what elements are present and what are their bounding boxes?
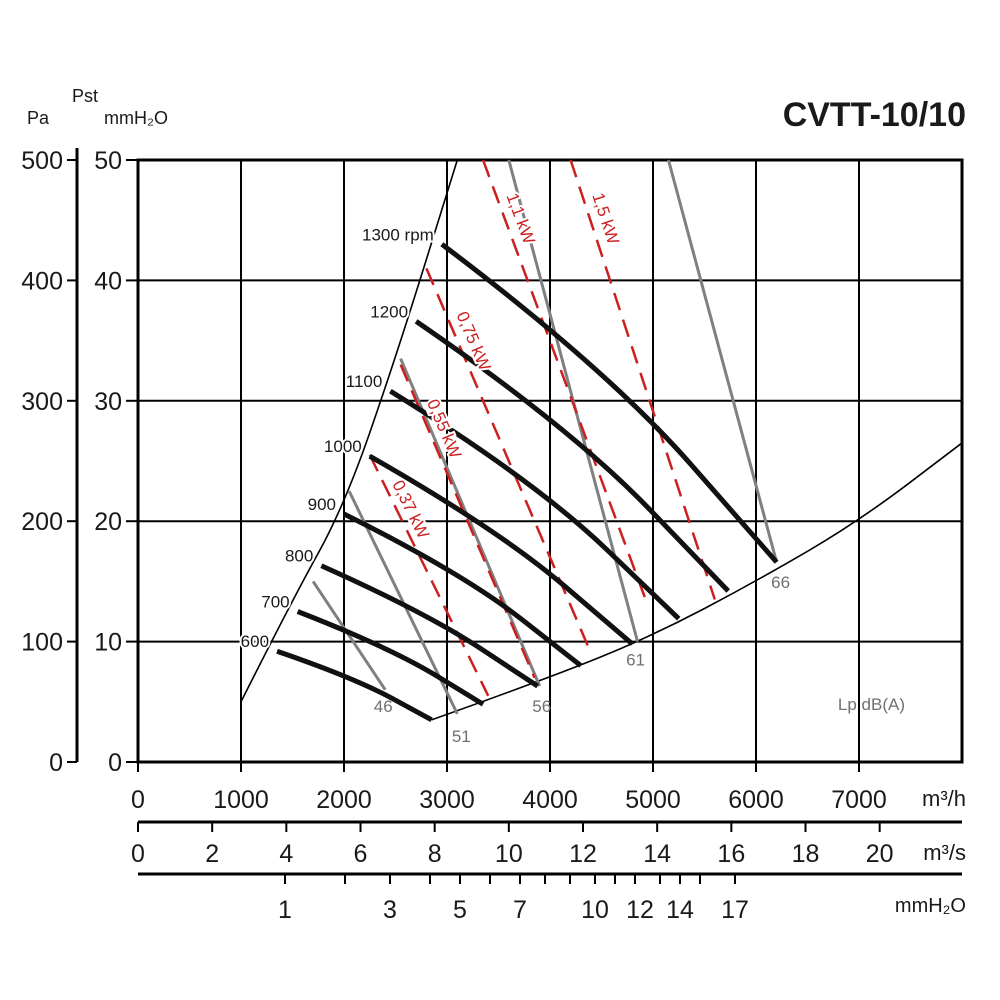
speed-label: 1100 xyxy=(346,372,383,391)
x-m3s-tick-label: 2 xyxy=(205,840,219,868)
x-mmh2o-tick-label: 12 xyxy=(626,896,654,924)
x-m3s-tick-label: 18 xyxy=(792,840,820,868)
power-label: 0,75 kW xyxy=(452,309,494,374)
x-m3s-tick-label: 14 xyxy=(643,840,671,868)
y-mm-tick-label: 30 xyxy=(94,388,122,416)
x-mmh2o-tick-label: 17 xyxy=(721,896,749,924)
x-m3h-tick-label: 6000 xyxy=(728,786,784,814)
speed-curve xyxy=(389,389,681,621)
speed-label: 900 xyxy=(308,495,336,514)
speed-label: 1200 xyxy=(370,302,408,321)
y-pa-tick-label: 500 xyxy=(21,147,63,175)
x-m3h-tick-label: 0 xyxy=(131,786,145,814)
y-pa-tick-label: 0 xyxy=(49,749,63,777)
speed-curve xyxy=(276,648,433,723)
power-label: 1,5 kW xyxy=(588,190,623,246)
boundary-bottom-curve xyxy=(431,442,963,721)
noise-label: 51 xyxy=(452,727,471,746)
x-mmh2o-tick-label: 3 xyxy=(383,896,397,924)
x-m3s-tick-label: 8 xyxy=(428,840,442,868)
x-m3s-tick-label: 16 xyxy=(717,840,745,868)
x-mmh2o-tick-label: 1 xyxy=(278,896,292,924)
y-mm-tick-label: 20 xyxy=(94,508,122,536)
noise-label: 46 xyxy=(374,697,393,716)
speed-curve xyxy=(440,242,779,564)
grid xyxy=(136,158,964,764)
x-mmh2o-tick-label: 5 xyxy=(453,896,467,924)
x-mmh2o-tick-label: 14 xyxy=(666,896,694,924)
x-m3h-tick-label: 7000 xyxy=(831,786,887,814)
noise-unit-label: Lp dB(A) xyxy=(838,695,905,714)
x-m3h-tick-label: 1000 xyxy=(213,786,269,814)
speed-label: 600 xyxy=(241,632,269,651)
power-line xyxy=(368,454,490,697)
x-m3s-tick-label: 10 xyxy=(495,840,523,868)
boundary-left-curve xyxy=(240,159,459,703)
power-line xyxy=(425,267,593,655)
chart-title: CVTT-10/10 xyxy=(782,96,966,134)
y-axis-mmh2o-label: mmH₂O xyxy=(104,108,168,128)
speed-label: 800 xyxy=(285,547,313,566)
power-line xyxy=(481,159,650,606)
noise-line-66 xyxy=(667,159,779,563)
y-pa-tick-label: 200 xyxy=(21,508,63,536)
y-mm-tick-label: 0 xyxy=(108,749,122,777)
speed-curve xyxy=(342,511,583,668)
x-m3s-tick-label: 6 xyxy=(354,840,368,868)
x-m3s-unit: m³/s xyxy=(923,840,966,865)
x-m3s-tick-label: 0 xyxy=(131,840,145,868)
power-line xyxy=(399,364,536,679)
y-pa-tick-label: 300 xyxy=(21,388,63,416)
power-line xyxy=(569,159,716,600)
speed-label: 1300 rpm xyxy=(362,225,434,244)
x-m3h-unit: m³/h xyxy=(922,786,966,811)
y-axis-pst-label: Pst xyxy=(72,86,98,106)
x-mmh2o-tick-label: 7 xyxy=(513,896,527,924)
speed-curve xyxy=(368,454,635,646)
speed-label: 700 xyxy=(261,593,289,612)
x-mmh2o-unit: mmH₂O xyxy=(895,895,966,917)
x-m3s-tick-label: 12 xyxy=(569,840,597,868)
curves xyxy=(240,159,963,723)
power-label: 1,1 kW xyxy=(502,190,538,246)
x-m3h-tick-label: 5000 xyxy=(625,786,681,814)
y-pa-tick-label: 400 xyxy=(21,267,63,295)
x-m3h-tick-label: 3000 xyxy=(419,786,475,814)
x-m3h-tick-label: 2000 xyxy=(316,786,372,814)
noise-label: 56 xyxy=(532,697,551,716)
x-m3h-tick-label: 4000 xyxy=(522,786,578,814)
speed-label: 1000 xyxy=(324,437,362,456)
y-mm-tick-label: 10 xyxy=(94,629,122,657)
y-pa-tick-label: 100 xyxy=(21,629,63,657)
x-mmh2o-tick-label: 10 xyxy=(581,896,609,924)
y-mm-tick-label: 50 xyxy=(94,147,122,175)
x-m3s-tick-label: 20 xyxy=(866,840,894,868)
noise-line-46 xyxy=(311,580,387,691)
y-mm-tick-label: 40 xyxy=(94,267,122,295)
y-axis-pa-label: Pa xyxy=(27,108,50,128)
speed-curve xyxy=(414,319,730,593)
speed-curve xyxy=(320,563,540,689)
speed-curve xyxy=(296,609,485,707)
noise-label: 66 xyxy=(771,573,790,592)
noise-label: 61 xyxy=(626,651,645,670)
x-m3s-tick-label: 4 xyxy=(279,840,293,868)
